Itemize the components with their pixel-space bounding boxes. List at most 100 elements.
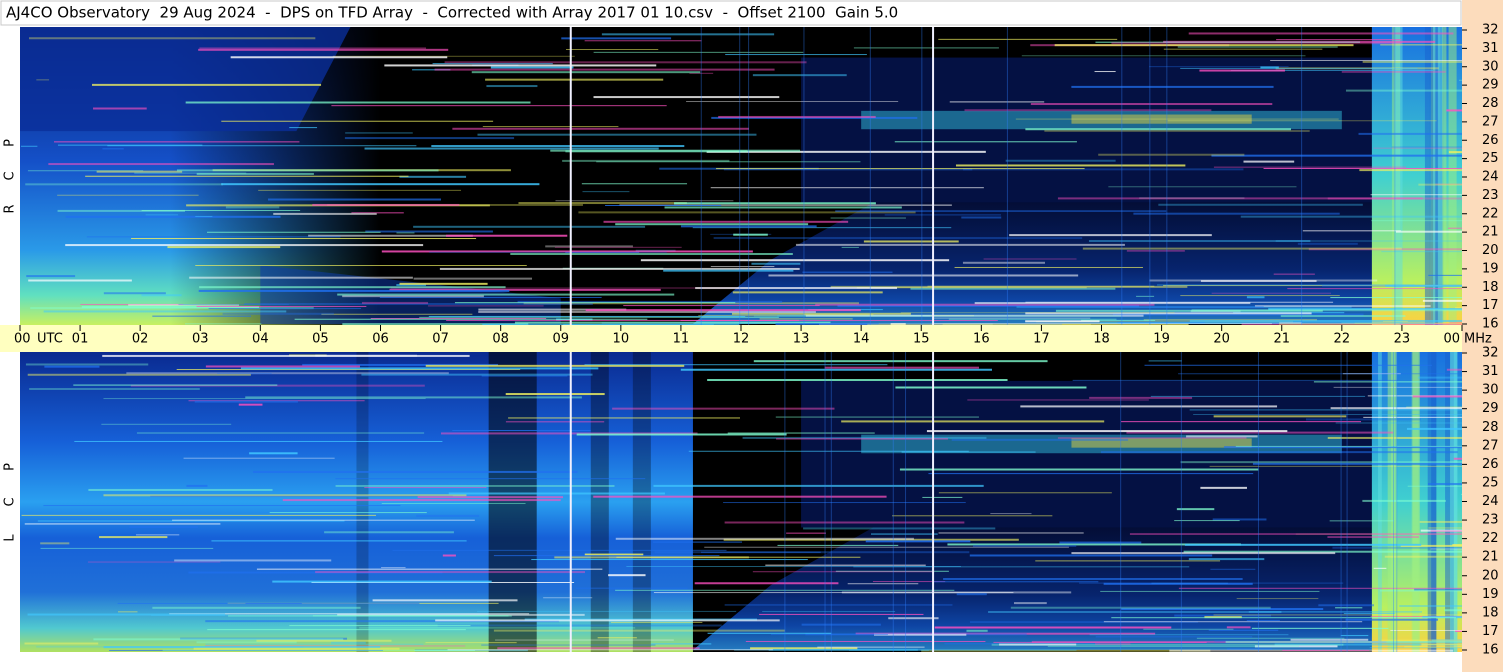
texture [273,212,377,215]
texture [616,556,861,558]
texture [1435,183,1462,185]
texture [837,304,1139,307]
texture [1103,582,1253,585]
texture [748,27,750,325]
texture [1417,376,1462,379]
texture [969,554,1213,557]
texture [1019,306,1264,309]
texture [752,74,847,77]
texture [1005,159,1116,162]
texture [1188,558,1265,561]
texture [777,544,899,546]
texture [1136,295,1155,297]
texture [1345,618,1439,621]
texture [221,183,540,186]
panel-label: C [3,171,18,180]
texture [80,303,184,305]
texture [578,211,916,214]
texture [1113,313,1364,316]
texture [228,615,512,617]
texture [1071,552,1336,555]
texture [942,323,1189,325]
texture [1329,520,1395,522]
texture [710,187,984,189]
texture [1047,645,1300,647]
texture [249,452,298,455]
texture [1057,437,1247,439]
texture [21,514,377,516]
texture [841,420,1105,423]
x-tick-label: 17 [1033,332,1050,347]
texture [664,206,902,209]
texture [999,643,1077,646]
texture [1430,530,1462,533]
texture [795,243,1125,246]
y-tick-label: 20 [1482,243,1499,258]
texture [128,304,240,306]
texture [399,175,467,178]
texture [1327,436,1462,439]
texture [751,262,801,265]
texture [1025,312,1312,315]
texture [928,473,1254,475]
texture [663,269,794,272]
texture [1059,541,1142,544]
texture [225,206,280,209]
texture [569,27,572,325]
texture [1108,186,1297,188]
texture [1025,128,1291,131]
texture [680,319,998,321]
texture [1395,230,1462,233]
texture [1404,646,1462,649]
texture [27,170,144,172]
texture [1098,153,1245,156]
texture [1176,508,1215,511]
texture [217,372,272,374]
texture [1278,323,1400,325]
texture [1370,615,1462,617]
texture [29,37,316,40]
texture [1406,427,1462,430]
texture [974,302,1251,305]
y-tick-label: 31 [1482,364,1499,379]
texture [282,499,561,502]
texture [1180,461,1462,464]
texture [1126,250,1185,252]
texture [926,430,1288,433]
y-tick-label: 22 [1482,531,1499,546]
texture [413,225,646,228]
texture [1072,379,1398,381]
texture [194,400,298,403]
texture [96,170,183,173]
texture [417,496,564,499]
texture [1335,607,1363,609]
texture [432,63,553,65]
texture [650,643,712,645]
texture [1071,114,1252,124]
texture [141,210,301,212]
texture [1121,27,1123,325]
texture [1263,167,1462,169]
texture [1371,220,1462,222]
texture [308,234,473,237]
texture [584,553,644,556]
texture [1382,320,1408,322]
texture [1297,242,1358,245]
texture [1129,533,1462,535]
texture [1230,70,1434,72]
y-tick-label: 23 [1482,188,1499,203]
texture [653,592,1014,594]
texture [152,606,361,609]
texture [1044,130,1310,132]
texture [565,150,748,153]
panel-label: L [3,534,18,542]
texture [680,225,817,228]
texture [727,432,875,434]
texture [873,633,967,636]
texture [478,310,816,313]
texture [801,623,881,626]
x-unit-label: UTC [37,332,63,347]
y-tick-label: 18 [1482,280,1499,295]
y-tick-label: 27 [1482,438,1499,453]
texture [949,101,1045,103]
